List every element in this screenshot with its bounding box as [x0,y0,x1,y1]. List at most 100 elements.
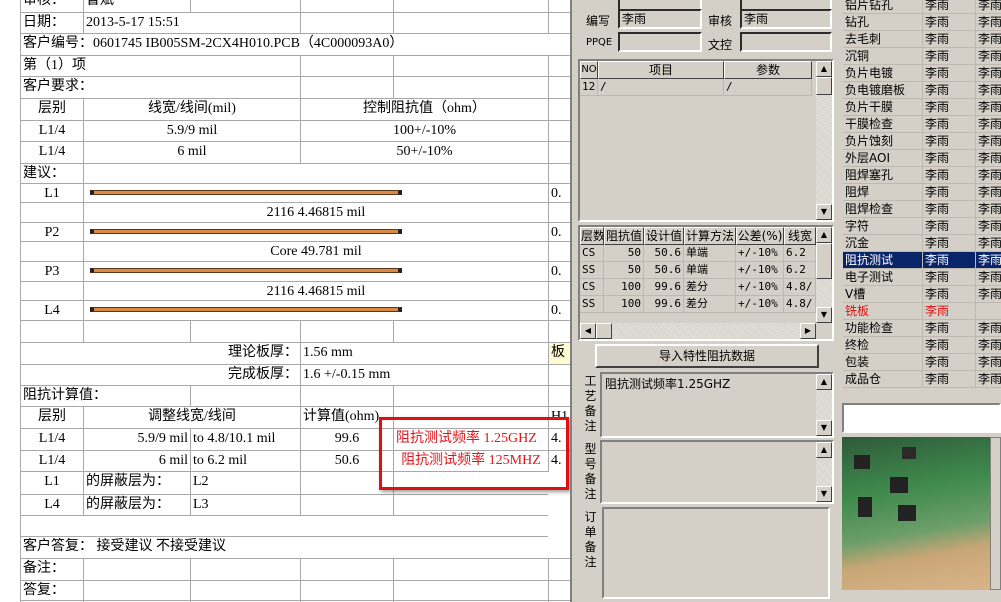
process-list-item[interactable]: 终检 李雨 李雨 [843,337,1001,354]
doc-cell[interactable] [393,471,548,495]
doc-control-field[interactable] [740,32,832,52]
params-grid[interactable]: NO 项目 参数 12 / / ▲ ▼ [578,59,834,222]
process-list-item[interactable]: 阻抗测试 李雨 李雨 [843,252,1001,269]
doc-cell[interactable]: 4. [548,450,570,472]
impedance-col-header[interactable]: 公差(%) [736,227,784,245]
doc-cell[interactable] [190,385,300,407]
doc-cell[interactable] [548,558,570,581]
process-list-item[interactable]: 外层AOI 李雨 李雨 [843,150,1001,167]
process-list-item[interactable]: 沉铜 李雨 李雨 [843,48,1001,65]
doc-cell[interactable] [300,12,393,34]
doc-cell[interactable]: L1/4 [20,450,83,472]
process-list-item[interactable]: 铣板 李雨 [843,303,1001,320]
doc-cell[interactable]: 50.6 [300,450,393,472]
doc-cell[interactable] [393,76,548,99]
impedance-cell[interactable]: +/-10% [736,245,784,262]
scroll-down-icon[interactable]: ▼ [816,486,832,502]
doc-cell[interactable] [83,261,548,282]
impedance-cell[interactable]: SS [580,296,604,313]
process-list-item[interactable]: 电子测试 李雨 李雨 [843,269,1001,286]
impedance-cell[interactable]: CS [580,245,604,262]
scroll-down-icon[interactable]: ▼ [816,307,832,323]
process-text-field[interactable] [842,403,1001,433]
impedance-cell[interactable]: 6.2 [784,245,816,262]
impedance-cell[interactable]: 6.2 [784,262,816,279]
scroll-up-icon[interactable]: ▲ [816,374,832,390]
doc-cell[interactable]: 的屏蔽层为： [83,471,190,495]
doc-cell[interactable]: to 6.2 mil [190,450,300,472]
model-memo[interactable] [600,440,834,504]
process-list-item[interactable]: 成品仓 李雨 李雨 [843,371,1001,388]
impedance-cell[interactable]: 差分 [684,296,736,313]
scroll-left-icon[interactable]: ◀ [580,323,596,339]
doc-cell[interactable]: 审核 [20,600,83,602]
impedance-cell[interactable]: 50 [604,262,644,279]
process-list-item[interactable]: 负电镀磨板 李雨 李雨 [843,82,1001,99]
doc-cell[interactable] [300,0,393,13]
doc-cell[interactable] [20,515,548,537]
doc-cell[interactable]: L1 [20,183,83,203]
doc-cell[interactable]: 5.9/9 mil [83,120,300,142]
process-list-item[interactable]: 功能检查 李雨 李雨 [843,320,1001,337]
order-memo[interactable] [602,507,830,599]
doc-cell[interactable]: L1/4 [20,120,83,142]
doc-cell[interactable]: 客户答复： 接受建议 不接受建议 [20,536,548,559]
col-param[interactable]: 参数 [724,61,812,79]
doc-cell[interactable]: 线宽/线间(mil) [83,98,300,121]
impedance-cell[interactable]: +/-10% [736,262,784,279]
row-no[interactable]: 12 [580,79,598,96]
impedance-col-header[interactable]: 阻抗值 [604,227,644,245]
doc-cell[interactable] [548,320,570,343]
process-list-item[interactable]: 负片干膜 李雨 李雨 [843,99,1001,116]
doc-cell[interactable]: 5.9/9 mil [83,428,190,451]
impedance-cell[interactable]: 4.8/ [784,279,816,296]
doc-cell[interactable] [393,385,548,407]
doc-cell[interactable]: 调整线宽/线间 [83,406,300,429]
doc-cell[interactable] [548,120,570,142]
doc-cell[interactable] [548,98,570,121]
impedance-cell[interactable]: 差分 [684,279,736,296]
doc-cell[interactable] [548,12,570,34]
impedance-cell[interactable]: 100 [604,296,644,313]
impedance-cell[interactable]: 50.6 [644,245,684,262]
doc-cell[interactable] [548,141,570,164]
doc-cell[interactable]: 曹斌 [83,0,190,13]
doc-cell[interactable] [20,320,83,343]
impedance-cell[interactable]: +/-10% [736,279,784,296]
doc-cell[interactable]: 板 [548,342,570,365]
impedance-cell[interactable]: 4.8/ [784,296,816,313]
doc-cell[interactable]: 1.56 mm [300,342,548,365]
doc-cell[interactable]: 答复： [20,580,83,601]
doc-cell[interactable]: 审核： [20,0,83,13]
doc-cell[interactable]: L4 [20,300,83,321]
impedance-cell[interactable]: 99.6 [644,279,684,296]
impedance-col-header[interactable]: 计算方法 [684,227,736,245]
doc-cell[interactable]: 完成板厚： [20,364,300,386]
doc-cell[interactable] [83,320,190,343]
doc-cell[interactable]: 客户编号：0601745 IB005SM-2CX4H010.PCB（4C0000… [20,33,570,56]
impedance-cell[interactable]: 单端 [684,245,736,262]
doc-cell[interactable] [300,580,393,601]
params-scrollbar[interactable] [816,61,832,220]
doc-cell[interactable]: L3 [190,494,300,516]
doc-cell[interactable] [83,300,548,321]
doc-cell[interactable] [83,580,190,601]
doc-cell[interactable]: 阻抗测试频率 1.25GHZ [393,428,548,451]
process-list-item[interactable]: 阻焊检查 李雨 李雨 [843,201,1001,218]
impedance-cell[interactable]: 99.6 [644,296,684,313]
doc-cell[interactable] [548,76,570,99]
doc-cell[interactable] [393,558,548,581]
doc-cell[interactable]: 50+/-10% [300,141,548,164]
impedance-cell[interactable]: 100 [604,279,644,296]
doc-cell[interactable]: L1 [20,471,83,495]
doc-cell[interactable]: 第（1）项 [20,55,300,77]
doc-cell[interactable]: 阻抗计算值： [20,385,190,407]
doc-cell[interactable] [300,494,393,516]
doc-cell[interactable] [20,202,83,223]
doc-cell[interactable] [548,55,570,77]
doc-cell[interactable] [548,281,570,301]
doc-cell[interactable]: Core 49.781 mil [83,241,548,262]
process-list-item[interactable]: 干膜检查 李雨 李雨 [843,116,1001,133]
scroll-up-icon[interactable]: ▲ [816,61,832,77]
impedance-hscrollbar[interactable] [580,323,816,339]
